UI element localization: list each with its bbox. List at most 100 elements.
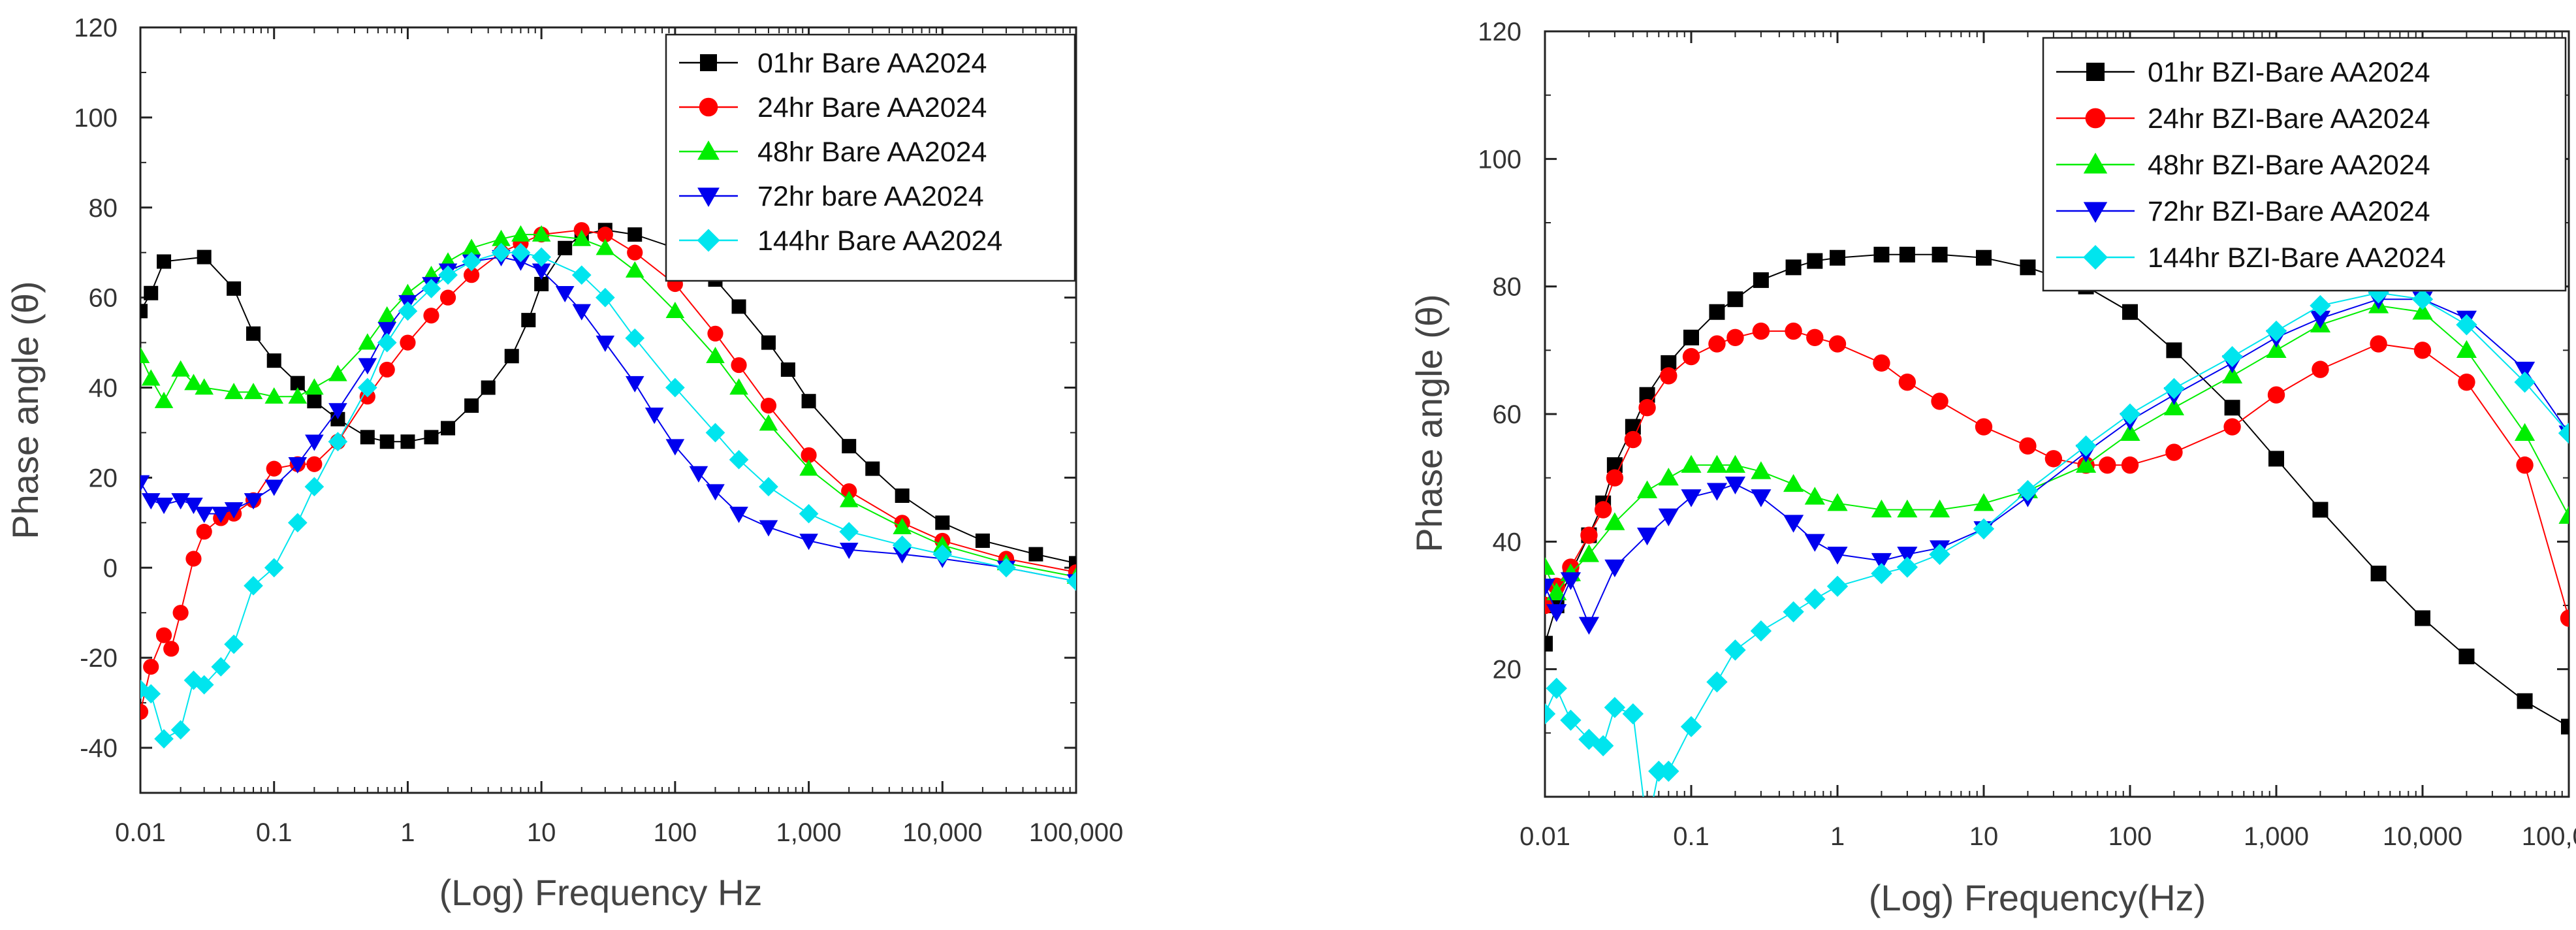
data-point (1783, 473, 1804, 492)
data-point (625, 328, 645, 348)
legend-item: 144hr Bare AA2024 (679, 225, 1002, 257)
data-point (1546, 582, 1567, 601)
data-point (288, 387, 308, 404)
data-point (194, 675, 214, 695)
y-tick-label: 100 (74, 104, 118, 133)
data-point (2413, 342, 2432, 359)
x-tick-label: 0.1 (256, 818, 293, 847)
data-point (1683, 329, 1699, 345)
data-point (1830, 249, 1845, 266)
legend-marker (2083, 245, 2108, 270)
data-point (1545, 703, 1556, 725)
data-point (731, 299, 746, 314)
data-point (288, 457, 308, 474)
data-point (1783, 515, 1804, 533)
x-tick-label: 1,000 (2244, 822, 2309, 851)
y-axis-title: Phase angle (θ) (5, 281, 46, 539)
data-point (163, 641, 180, 657)
data-point (2044, 450, 2063, 468)
data-point (1785, 259, 1802, 276)
data-point (1871, 553, 1892, 571)
data-point (2370, 566, 2387, 582)
data-point (892, 535, 912, 555)
data-point (761, 335, 776, 350)
data-point (377, 322, 397, 339)
data-point (799, 459, 818, 476)
data-point (2122, 304, 2138, 320)
data-point (1804, 588, 1826, 610)
data-point (932, 544, 953, 564)
y-tick-label: -20 (80, 644, 118, 673)
data-point (379, 434, 394, 449)
data-point (1750, 620, 1772, 642)
data-point (141, 369, 161, 386)
data-point (706, 346, 725, 363)
data-point (895, 488, 910, 503)
data-point (532, 247, 551, 267)
data-point (1725, 455, 1746, 473)
data-point (2019, 437, 2037, 455)
data-point (1725, 639, 1746, 661)
data-point (2265, 320, 2287, 342)
data-point (555, 286, 575, 303)
series-line (140, 234, 1076, 578)
data-point (305, 434, 324, 451)
plot-area (140, 222, 1076, 749)
data-point (1706, 455, 1728, 473)
data-point (780, 362, 795, 377)
data-point (227, 281, 242, 296)
data-point (154, 498, 174, 515)
legend-item: 24hr Bare AA2024 (679, 92, 987, 123)
data-point (625, 261, 644, 278)
data-point (842, 439, 857, 454)
data-point (665, 302, 685, 319)
data-point (224, 383, 244, 400)
data-point (1725, 476, 1746, 495)
data-point (1896, 556, 1918, 578)
data-point (2514, 371, 2536, 393)
data-point (2268, 451, 2284, 467)
data-point (1973, 518, 1995, 539)
data-point (211, 506, 231, 523)
data-point (2558, 423, 2569, 444)
data-point (1973, 493, 1994, 511)
data-point (1592, 735, 1614, 757)
data-point (2456, 340, 2477, 359)
y-tick-label: 120 (74, 14, 118, 42)
data-point (935, 515, 950, 530)
data-point (140, 475, 150, 492)
plot-frame (139, 26, 1077, 794)
data-point (358, 358, 377, 375)
legend: 01hr Bare AA2024 24hr Bare AA2024 48hr Bar… (665, 33, 1076, 282)
series-line (1545, 298, 2569, 626)
data-point (839, 522, 859, 541)
data-point (665, 377, 685, 398)
data-point (801, 447, 817, 464)
x-tick-label: 100,000 (2522, 822, 2576, 851)
data-point (893, 517, 912, 534)
legend-item: 72hr bare AA2024 (679, 181, 984, 212)
data-point (975, 533, 990, 548)
legend-item: 48hr Bare AA2024 (679, 136, 987, 168)
data-point (705, 423, 725, 443)
data-point (729, 449, 749, 470)
data-point (398, 301, 418, 321)
legend-marker (699, 97, 718, 117)
data-point (264, 387, 284, 404)
data-point (1706, 483, 1728, 501)
data-point (290, 376, 305, 391)
data-point (1560, 709, 1582, 731)
data-point (195, 506, 214, 523)
data-point (1545, 579, 1555, 597)
data-point (170, 720, 191, 740)
data-point (400, 434, 415, 449)
data-point (211, 657, 231, 677)
data-point (185, 551, 202, 567)
data-point (424, 430, 439, 445)
data-point (1546, 604, 1567, 622)
data-point (596, 335, 615, 352)
series-2 (1545, 322, 2569, 627)
data-point (1897, 499, 1918, 518)
legend-marker (2086, 63, 2105, 81)
legend-label: 144hr Bare AA2024 (757, 225, 1002, 257)
